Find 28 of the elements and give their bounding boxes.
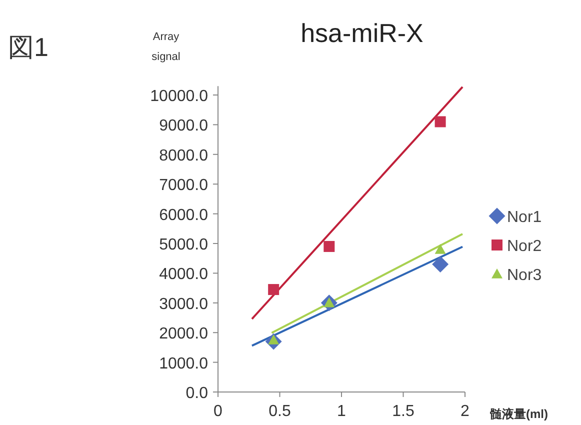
point (268, 284, 280, 296)
y-tick-label: 1000.0 (159, 355, 208, 372)
x-axis-title: 髄液量(ml) (489, 407, 548, 421)
y-tick-label: 6000.0 (159, 206, 208, 224)
legend-label: Nor2 (507, 238, 542, 255)
y-tick-label: 7000.0 (159, 177, 208, 194)
point (434, 244, 446, 254)
x-tick-label: 0.5 (268, 403, 291, 420)
point (432, 256, 449, 273)
x-tick-label: 2 (460, 403, 470, 420)
legend-label: Nor1 (507, 209, 542, 226)
y-tick-label: 3000.0 (159, 296, 208, 313)
point (434, 116, 446, 128)
y-tick-label: 2000.0 (159, 326, 208, 343)
x-tick-label: 1 (337, 403, 346, 420)
y-tick-label: 5000.0 (159, 236, 208, 254)
point (324, 240, 335, 252)
y-axis-title: Array signal (152, 31, 180, 63)
legend-label: Nor3 (507, 267, 542, 284)
y-tick-label: 9000.0 (159, 118, 208, 135)
y-tick-label: 4000.0 (159, 266, 208, 284)
x-tick-label: 1.5 (392, 403, 414, 420)
chart-title: hsa-miR-X (300, 18, 424, 48)
x-tick-label: 0 (214, 403, 223, 420)
y-tick-label: 8000.0 (159, 147, 208, 164)
y-tick-label: 10000.0 (150, 88, 208, 105)
caption: 図1 (8, 32, 48, 62)
y-tick-label: 0.0 (186, 385, 208, 402)
